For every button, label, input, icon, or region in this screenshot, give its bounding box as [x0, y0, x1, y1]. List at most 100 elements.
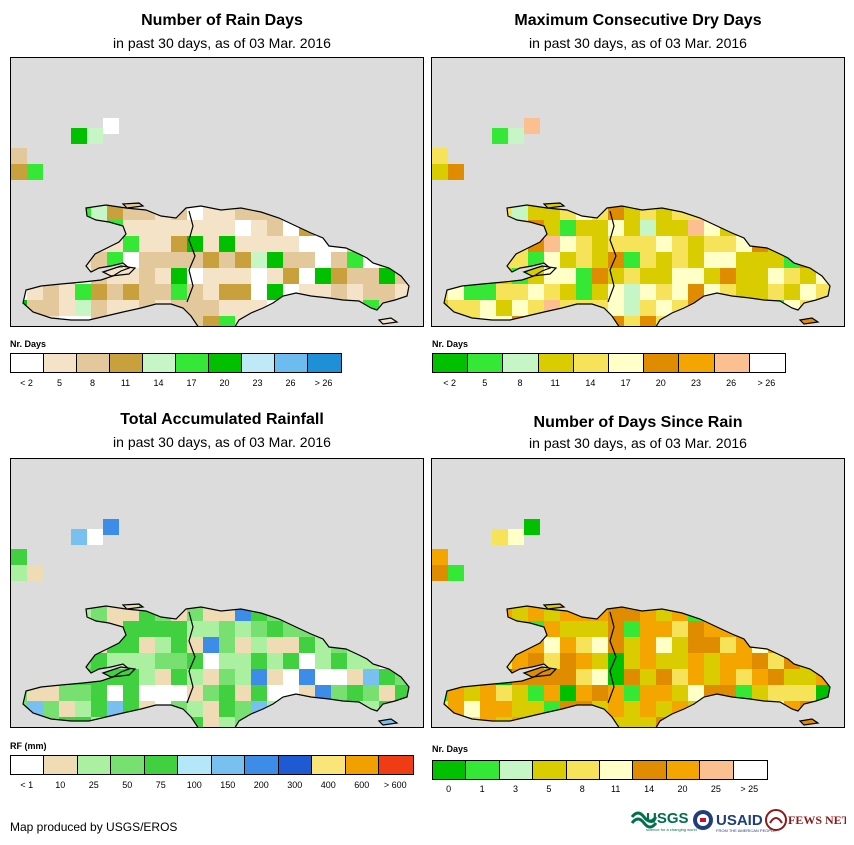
- grid-cell: [283, 300, 299, 316]
- map-canvas: [11, 118, 423, 326]
- grid-cell: [219, 220, 235, 236]
- grid-cell: [187, 203, 203, 204]
- grid-cell: [768, 268, 784, 284]
- legend-swatch: [144, 756, 179, 774]
- grid-cell: [492, 128, 508, 144]
- grid-cell: [464, 685, 480, 701]
- grid-cell: [363, 252, 379, 268]
- grid-cell: [379, 621, 395, 637]
- grid-cell: [752, 268, 768, 284]
- legend-swatch: [209, 354, 242, 372]
- grid-cell: [379, 284, 395, 300]
- grid-cell: [784, 605, 800, 621]
- grid-cell: [171, 284, 187, 300]
- grid-cell: [800, 605, 816, 621]
- grid-cell: [480, 653, 496, 669]
- legend-swatch: [644, 354, 680, 372]
- map-rain-days[interactable]: [10, 57, 424, 327]
- grid-cell: [832, 621, 844, 637]
- grid-cell: [496, 701, 512, 717]
- grid-cell: [672, 300, 688, 316]
- grid-cell: [23, 220, 27, 236]
- grid-cell: [23, 204, 27, 220]
- fewsnet-logo: FEWS NET: [765, 809, 850, 831]
- grid-cell: [123, 252, 139, 268]
- grid-cell: [315, 605, 331, 621]
- grid-cell: [608, 701, 624, 717]
- map-rainfall[interactable]: [10, 458, 424, 728]
- grid-cell: [512, 203, 528, 204]
- grid-cell: [800, 284, 816, 300]
- legend-labels-days-since-rain: 0 1 3 5 8 11 14 20 25 > 25: [432, 784, 766, 796]
- grid-cell: [704, 669, 720, 685]
- grid-cell: [331, 653, 347, 669]
- grid-cell: [27, 220, 43, 236]
- grid-cell: [203, 621, 219, 637]
- grid-cell: [496, 284, 512, 300]
- grid-cell: [448, 637, 464, 653]
- grid-cell: [75, 717, 91, 727]
- grid-cell: [219, 204, 235, 220]
- legend-label: 75: [155, 780, 166, 790]
- grid-cell: [624, 604, 640, 605]
- grid-cell: [171, 236, 187, 252]
- grid-cell: [444, 637, 448, 653]
- grid-cell: [107, 300, 123, 316]
- grid-cell: [448, 220, 464, 236]
- grid-cell: [576, 252, 592, 268]
- map-days-since-rain[interactable]: [431, 458, 845, 728]
- legend-swatch: [633, 761, 667, 779]
- legend-label: > 25: [740, 784, 759, 794]
- usaid-tagline: FROM THE AMERICAN PEOPLE: [716, 828, 776, 833]
- grid-cell: [624, 621, 640, 637]
- grid-cell: [624, 653, 640, 669]
- grid-cell: [411, 268, 423, 284]
- grid-cell: [347, 203, 363, 204]
- grid-cell: [576, 669, 592, 685]
- map-dry-days[interactable]: [431, 57, 845, 327]
- grid-cell: [283, 637, 299, 653]
- grid-cell: [704, 604, 720, 605]
- grid-cell: [235, 252, 251, 268]
- legend-swatch: [176, 354, 209, 372]
- grid-cell: [624, 220, 640, 236]
- grid-cell: [736, 653, 752, 669]
- grid-cell: [315, 220, 331, 236]
- grid-cell: [624, 637, 640, 653]
- grid-cell: [480, 605, 496, 621]
- grid-cell: [299, 685, 315, 701]
- legend-label: 150: [220, 780, 236, 790]
- grid-cell: [688, 701, 704, 717]
- grid-cell: [71, 128, 87, 144]
- grid-cell: [171, 669, 187, 685]
- grid-cell: [464, 653, 480, 669]
- grid-cell: [528, 717, 544, 727]
- grid-cell: [91, 300, 107, 316]
- grid-cell: [720, 284, 736, 300]
- grid-cell: [832, 268, 844, 284]
- grid-cell: [235, 669, 251, 685]
- grid-cell: [203, 284, 219, 300]
- grid-cell: [203, 268, 219, 284]
- legend-swatch: [538, 354, 574, 372]
- legend-label: 400: [320, 780, 336, 790]
- grid-cell: [139, 717, 155, 727]
- grid-cell: [283, 284, 299, 300]
- grid-cell: [640, 701, 656, 717]
- grid-cell: [411, 589, 423, 605]
- grid-cell: [464, 637, 480, 653]
- grid-cell: [752, 604, 768, 605]
- grid-cell: [379, 604, 395, 605]
- grid-cell: [315, 621, 331, 637]
- grid-cell: [528, 604, 544, 605]
- grid-cell: [640, 316, 656, 326]
- panel-subtitle-rain-days: in past 30 days, as of 03 Mar. 2016: [113, 35, 331, 51]
- grid-cell: [496, 717, 512, 727]
- panel-title-rainfall: Total Accumulated Rainfall: [120, 411, 324, 428]
- grid-cell: [464, 284, 480, 300]
- grid-cell: [283, 701, 299, 717]
- grid-cell: [624, 268, 640, 284]
- grid-cell: [592, 701, 608, 717]
- grid-cell: [608, 605, 624, 621]
- grid-cell: [800, 621, 816, 637]
